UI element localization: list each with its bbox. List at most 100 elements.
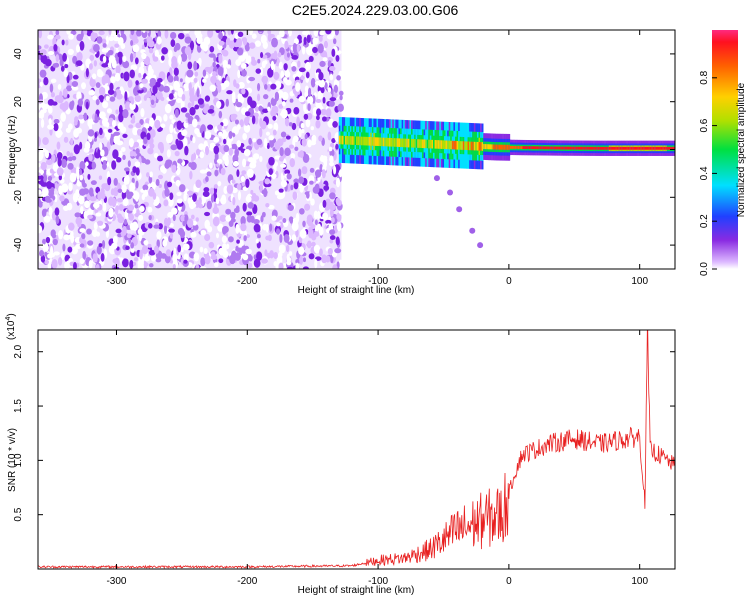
noise-speck	[179, 184, 186, 193]
noise-speck	[328, 100, 335, 107]
noise-speck	[241, 180, 246, 187]
noise-speck	[101, 38, 107, 45]
signal-cell	[439, 140, 442, 149]
noise-speck	[293, 182, 299, 190]
noise-speck	[175, 179, 181, 187]
noise-speck	[225, 208, 232, 215]
noise-speck	[146, 172, 150, 178]
x-tick-label: -100	[368, 576, 388, 587]
noise-speck	[177, 244, 182, 253]
signal-cell	[349, 136, 352, 145]
noise-speck	[79, 205, 84, 215]
noise-speck	[269, 250, 275, 259]
noise-speck	[217, 66, 224, 77]
noise-speck	[177, 32, 185, 40]
noise-speck	[269, 138, 275, 148]
noise-speck	[279, 147, 284, 157]
noise-speck	[174, 150, 180, 157]
signal-cell	[651, 146, 653, 150]
noise-speck	[116, 213, 122, 219]
noise-speck	[318, 71, 324, 81]
noise-speck	[228, 147, 233, 156]
colorbar-ticks: 0.0 0.2 0.4 0.6 0.8	[699, 70, 717, 276]
noise-speck	[318, 79, 326, 88]
noise-speck	[320, 108, 327, 116]
snr-ylabel: SNR (10 * v/v)	[7, 428, 18, 492]
noise-speck	[98, 175, 103, 180]
noise-speck	[189, 40, 195, 51]
noise-speck	[159, 165, 167, 173]
noise-region	[38, 30, 344, 269]
noise-speck	[307, 141, 311, 147]
signal-cell	[553, 146, 556, 150]
noise-speck	[270, 109, 277, 118]
noise-speck	[243, 116, 250, 126]
noise-speck	[111, 120, 116, 128]
noise-speck	[218, 258, 224, 264]
noise-speck	[173, 67, 179, 76]
noise-speck	[193, 252, 200, 262]
signal-cell	[371, 137, 374, 146]
signal-cell	[535, 146, 537, 150]
noise-speck	[309, 167, 315, 173]
noise-speck	[198, 143, 205, 150]
noise-speck	[95, 212, 102, 217]
noise-speck	[143, 123, 150, 129]
noise-speck	[323, 185, 330, 191]
noise-speck	[192, 224, 199, 231]
noise-speck	[56, 141, 61, 150]
signal-cell	[527, 146, 529, 150]
noise-speck	[306, 214, 313, 223]
signal-cell	[585, 146, 588, 150]
noise-speck	[193, 60, 198, 71]
noise-speck	[99, 127, 103, 136]
noise-speck	[200, 229, 207, 236]
noise-speck	[51, 233, 57, 239]
noise-speck	[288, 251, 293, 256]
noise-speck	[82, 250, 87, 260]
noise-speck	[255, 238, 259, 244]
noise-speck	[265, 223, 269, 233]
noise-speck	[130, 30, 135, 36]
noise-speck	[161, 47, 168, 55]
signal-cell	[390, 138, 393, 147]
noise-speck	[143, 136, 148, 145]
noise-speck	[74, 116, 79, 123]
noise-speck	[173, 75, 179, 83]
signal-cell	[524, 146, 526, 150]
noise-speck	[108, 207, 114, 218]
signal-cell	[367, 136, 369, 146]
snr-series-line	[38, 330, 675, 569]
noise-speck	[67, 123, 73, 130]
noise-speck	[278, 188, 284, 193]
noise-speck	[242, 253, 249, 261]
noise-speck	[291, 54, 299, 60]
signal-cell	[649, 146, 652, 150]
noise-speck	[75, 60, 83, 67]
noise-speck	[305, 71, 310, 79]
signal-cell	[668, 146, 671, 150]
noise-speck	[287, 30, 293, 37]
noise-speck	[67, 246, 73, 253]
noise-speck	[76, 166, 80, 175]
signal-cell	[426, 139, 429, 149]
noise-speck	[129, 101, 136, 111]
signal-cell	[502, 144, 504, 150]
signal-cell	[604, 146, 606, 150]
noise-speck	[313, 244, 321, 254]
signal-cell	[531, 146, 534, 150]
noise-speck	[210, 194, 215, 203]
spectrogram-ylabel: Frequency (Hz)	[7, 116, 18, 185]
noise-speck	[44, 251, 48, 257]
signal-cell	[610, 146, 613, 150]
noise-speck	[267, 67, 274, 78]
noise-speck	[182, 30, 190, 34]
noise-speck	[132, 166, 137, 174]
noise-speck	[331, 217, 335, 224]
noise-speck	[257, 30, 263, 33]
noise-speck	[297, 168, 302, 177]
noise-speck	[293, 178, 299, 183]
noise-speck	[134, 95, 142, 103]
noise-speck	[237, 190, 241, 201]
noise-speck	[38, 175, 44, 180]
